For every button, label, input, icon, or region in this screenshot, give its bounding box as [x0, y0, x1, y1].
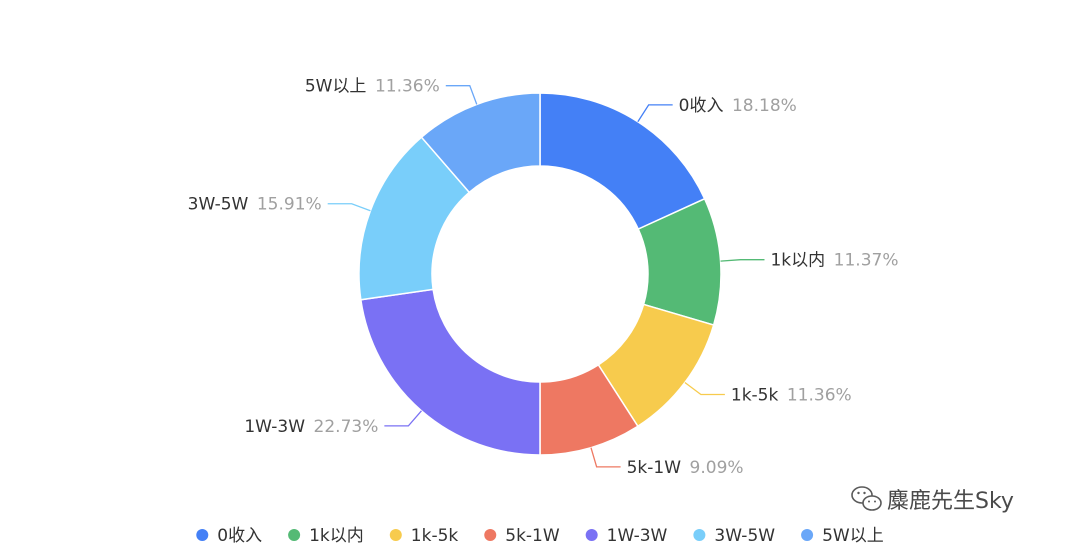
legend-item[interactable]: 1W-3W [585, 526, 668, 546]
leader-line [637, 104, 673, 123]
slice-label-percent: 18.18% [732, 96, 797, 116]
legend-label: 0收入 [217, 526, 262, 546]
slice-label-percent: 11.36% [787, 385, 852, 405]
leader-line [684, 381, 725, 396]
watermark: 麋鹿先生Sky [851, 486, 1014, 514]
legend-marker [288, 529, 301, 541]
legend: 0收入 1k以内 1k-5k 5k-1W 1W-3W 3W-5W 5W以上 [196, 526, 884, 546]
legend-item[interactable]: 5W以上 [801, 526, 884, 546]
legend-marker [801, 529, 814, 541]
leader-line [720, 259, 765, 262]
slices-layer [358, 92, 722, 456]
legend-item[interactable]: 5k-1W [484, 526, 560, 546]
slice-label-name: 1k-5k [731, 385, 779, 405]
slice-label-gap [825, 251, 834, 271]
legend-item[interactable]: 3W-5W [693, 526, 775, 546]
legend-item[interactable]: 0收入 [196, 526, 262, 546]
slice-labels-layer: 0收入 18.18% 1k以内 11.37% 1k-5k 11.36% 5k-1W 9… [188, 77, 899, 478]
slice-label: 0收入 18.18% [679, 96, 797, 116]
slice-label-name: 1k以内 [770, 251, 825, 271]
wechat-icon [851, 486, 882, 511]
slice-label-name: 5k-1W [627, 458, 682, 478]
legend-label: 1k以内 [309, 526, 364, 546]
leader-lines-layer [327, 85, 765, 468]
legend-item[interactable]: 1k以内 [288, 526, 364, 546]
slice-label-name: 1W-3W [244, 417, 305, 437]
slice-label-percent: 11.37% [834, 251, 899, 271]
slice-label-percent: 11.36% [375, 77, 440, 97]
slice-label-gap [778, 385, 787, 405]
slice-label: 5W以上 11.36% [305, 77, 440, 97]
slice-label-name: 0收入 [679, 96, 724, 116]
slice-label: 5k-1W 9.09% [627, 458, 744, 478]
legend-marker [196, 529, 209, 541]
legend-marker [484, 529, 497, 541]
slice-label-gap [681, 458, 690, 478]
legend-label: 1k-5k [411, 526, 459, 546]
legend-marker [389, 529, 402, 541]
watermark-text: 麋鹿先生Sky [887, 489, 1014, 514]
leader-line [590, 447, 621, 468]
slice-label-percent: 22.73% [314, 417, 379, 437]
legend-marker [585, 529, 598, 541]
slice-label: 3W-5W 15.91% [188, 195, 322, 215]
slice-label-gap [366, 77, 375, 97]
slice-label-name: 5W以上 [305, 77, 367, 97]
slice-label: 1W-3W 22.73% [244, 417, 378, 437]
slice-label-gap [723, 96, 732, 116]
donut-slice [420, 92, 541, 194]
slice-label: 1k-5k 11.36% [731, 385, 852, 405]
legend-label: 5k-1W [505, 526, 560, 546]
leader-line [445, 85, 478, 105]
slice-label-gap [305, 417, 314, 437]
slice-label-gap [248, 195, 257, 215]
slice-label-percent: 9.09% [690, 458, 744, 478]
slice-label-name: 3W-5W [188, 195, 249, 215]
slice-label-percent: 15.91% [257, 195, 322, 215]
legend-label: 5W以上 [822, 526, 884, 546]
slice-label: 1k以内 11.37% [770, 251, 898, 271]
legend-label: 1W-3W [607, 526, 668, 546]
leader-line [327, 203, 371, 212]
leader-line [384, 410, 422, 427]
legend-item[interactable]: 1k-5k [389, 526, 459, 546]
legend-marker [693, 529, 706, 541]
legend-label: 3W-5W [714, 526, 775, 546]
donut-slice [359, 288, 541, 456]
